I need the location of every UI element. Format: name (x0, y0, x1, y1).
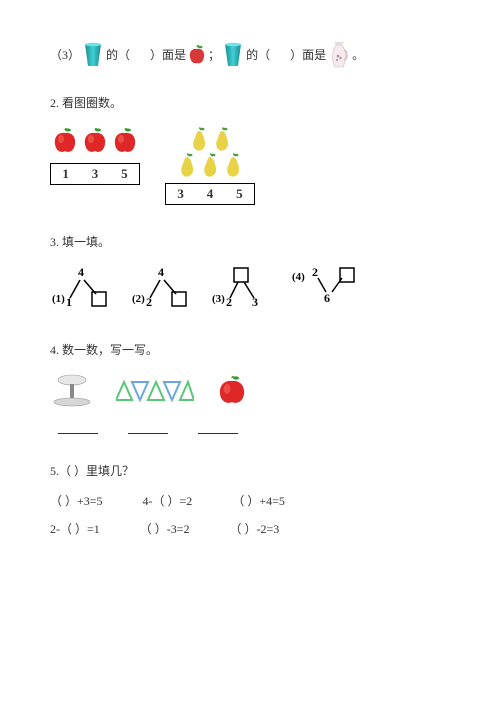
q2-pears-group: 3 4 5 (165, 127, 255, 205)
choice-cell[interactable]: 5 (225, 184, 254, 204)
choice-box-b: 3 4 5 (165, 183, 255, 205)
blank-line[interactable] (198, 422, 238, 434)
decomp-3: (3) 2 3 (210, 266, 272, 313)
q4-blanks (58, 422, 450, 434)
svg-text:4: 4 (78, 266, 84, 279)
svg-text:2: 2 (312, 266, 318, 279)
svg-text:4: 4 (158, 266, 164, 279)
lamp-icon (50, 374, 94, 408)
q5-row: （ ）+3=5 4-（ ）=2 （ ）+4=5 (50, 492, 450, 510)
q2-title: 2. 看图圈数。 (50, 94, 450, 112)
decomp-4: (4) 2 6 (290, 266, 360, 313)
pear-icon (176, 153, 198, 179)
pear-icon (211, 127, 233, 153)
apple-icon (216, 375, 248, 407)
q3-title: 3. 填一填。 (50, 233, 450, 251)
pear-icon (188, 127, 210, 153)
svg-text:(4): (4) (292, 271, 305, 283)
decomp-1: (1) 4 1 (50, 266, 112, 313)
q4-title: 4. 数一数，写一写。 (50, 341, 450, 359)
choice-cell[interactable]: 3 (80, 164, 109, 184)
svg-text:(1): (1) (52, 293, 65, 305)
svg-text:(2): (2) (132, 293, 145, 305)
decomp-2: (2) 4 2 (130, 266, 192, 313)
q4-row (50, 374, 450, 408)
pear-grid (176, 127, 244, 179)
choice-box-a: 1 3 5 (50, 163, 140, 185)
blank-line[interactable] (58, 422, 98, 434)
q1-t6: 。 (352, 46, 364, 64)
q1-t2: ）面是 (150, 46, 186, 64)
q5-eq: （ ）-3=2 (140, 520, 190, 538)
q1-t4: 的（ (246, 46, 270, 64)
cup-icon-2 (222, 42, 244, 68)
svg-text:(3): (3) (212, 293, 225, 305)
svg-text:3: 3 (252, 295, 258, 308)
blank-line[interactable] (128, 422, 168, 434)
choice-cell[interactable]: 4 (195, 184, 224, 204)
svg-text:1: 1 (66, 295, 72, 308)
q1-t1: 的（ (106, 46, 130, 64)
q2-section: 2. 看图圈数。 1 3 5 (50, 94, 450, 205)
pitcher-icon (328, 40, 350, 70)
svg-text:6: 6 (324, 291, 330, 305)
q3-section: 3. 填一填。 (1) 4 1 (2) 4 2 (3) (50, 233, 450, 313)
apple-icon (111, 127, 139, 155)
apple-row (51, 127, 139, 155)
q2-apples-group: 1 3 5 (50, 127, 140, 205)
q4-section: 4. 数一数，写一写。 (50, 341, 450, 434)
q5-eq: （ ）+3=5 (50, 492, 103, 510)
svg-text:2: 2 (226, 295, 232, 308)
cup-icon (82, 42, 104, 68)
svg-text:2: 2 (146, 295, 152, 308)
q2-row: 1 3 5 3 4 5 (50, 127, 450, 205)
choice-cell[interactable]: 5 (110, 164, 139, 184)
q1-t5: ）面是 (290, 46, 326, 64)
q5-eq: 2-（ ）=1 (50, 520, 100, 538)
choice-cell[interactable]: 1 (51, 164, 80, 184)
q3-row: (1) 4 1 (2) 4 2 (3) (50, 266, 450, 313)
q1-prefix: （3） (50, 46, 80, 64)
pear-icon (199, 153, 221, 179)
apple-small-icon (188, 45, 206, 65)
q1-line: （3） 的（ ）面是 ； 的（ ）面是 (50, 40, 450, 70)
q5-eq: 4-（ ）=2 (143, 492, 193, 510)
q5-row: 2-（ ）=1 （ ）-3=2 （ ）-2=3 (50, 520, 450, 538)
q5-section: 5.（ ）里填几？ （ ）+3=5 4-（ ）=2 （ ）+4=5 2-（ ）=… (50, 462, 450, 538)
triangles-icon (116, 378, 194, 404)
choice-cell[interactable]: 3 (166, 184, 195, 204)
q1-t3: ； (208, 46, 220, 64)
apple-icon (51, 127, 79, 155)
q5-grid: （ ）+3=5 4-（ ）=2 （ ）+4=5 2-（ ）=1 （ ）-3=2 … (50, 492, 450, 538)
q5-eq: （ ）-2=3 (230, 520, 280, 538)
q5-eq: （ ）+4=5 (232, 492, 285, 510)
apple-icon (81, 127, 109, 155)
pear-icon (222, 153, 244, 179)
q5-title: 5.（ ）里填几？ (50, 462, 450, 480)
